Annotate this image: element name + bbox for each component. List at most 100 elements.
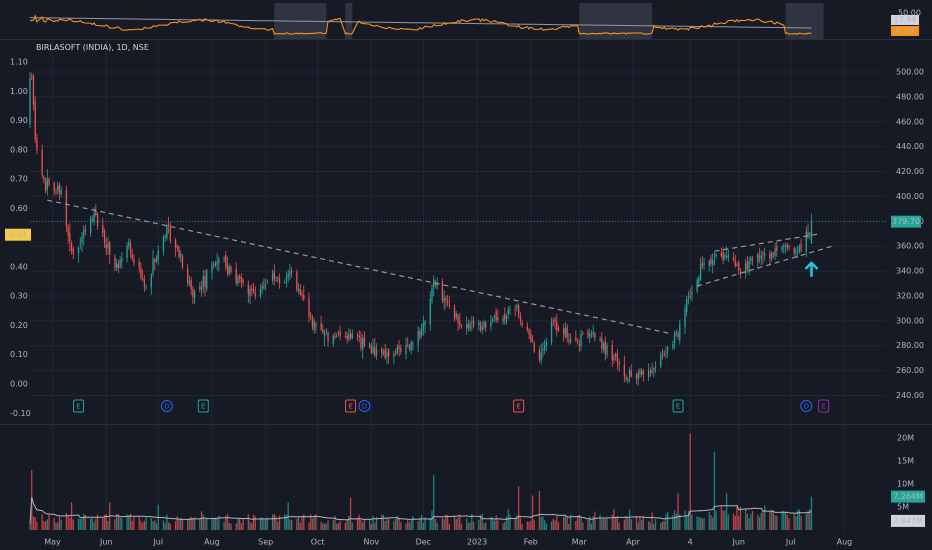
candle-body xyxy=(526,326,528,330)
candle-body xyxy=(315,323,317,327)
candle-body xyxy=(310,315,312,317)
volume-bar xyxy=(420,514,423,530)
candle-body xyxy=(164,236,166,238)
current-volume-label: 7.264M xyxy=(893,492,923,501)
candle-body xyxy=(96,214,99,226)
candle-body xyxy=(769,252,771,259)
candle-body xyxy=(57,185,59,191)
volume-bar xyxy=(786,514,788,530)
volume-bar xyxy=(589,516,591,530)
candle-body xyxy=(162,236,165,252)
volume-bar xyxy=(764,505,766,530)
candle-body xyxy=(53,182,55,191)
volume-bar xyxy=(810,496,813,530)
candle-body xyxy=(471,322,473,324)
volume-bar xyxy=(748,518,750,530)
volume-bar xyxy=(334,515,336,530)
candle-body xyxy=(226,264,229,274)
volume-bar xyxy=(145,517,147,530)
volume-bar xyxy=(599,514,601,530)
candle-body xyxy=(242,280,244,283)
candle-body xyxy=(323,332,326,337)
volume-bar xyxy=(322,523,324,530)
volume-bar xyxy=(167,522,170,530)
volume-bar xyxy=(649,522,651,530)
candle-body xyxy=(725,256,728,258)
volume-bar xyxy=(433,474,435,530)
candle-body xyxy=(521,323,523,326)
price-tick-label: 340.00 xyxy=(896,267,924,276)
candle-body xyxy=(193,291,196,299)
candle-body xyxy=(490,322,492,327)
volume-bar xyxy=(107,520,109,530)
volume-bar xyxy=(251,523,253,530)
volume-bar xyxy=(758,517,761,530)
volume-bar xyxy=(564,516,567,530)
candle-body xyxy=(157,250,159,260)
candle-body xyxy=(784,245,787,247)
volume-bar xyxy=(703,517,705,530)
candle-body xyxy=(206,270,208,289)
volume-bar xyxy=(639,516,641,530)
candle-body xyxy=(121,257,123,262)
candle-body xyxy=(760,255,762,260)
price-tick-label: 240.00 xyxy=(896,391,924,400)
candle-body xyxy=(133,259,135,264)
volume-bar xyxy=(374,522,376,530)
volume-bar xyxy=(783,511,785,530)
candle-body xyxy=(370,345,373,353)
candle-body xyxy=(225,254,227,269)
volume-bar xyxy=(734,515,736,530)
candle-body xyxy=(187,268,189,283)
volume-bar xyxy=(642,515,645,530)
volume-bar xyxy=(117,514,120,530)
volume-bar xyxy=(180,518,182,530)
volume-bar xyxy=(375,516,378,530)
candle-body xyxy=(180,254,182,257)
left-axis-tick-label: 0.30 xyxy=(10,292,28,301)
volume-bar xyxy=(431,510,433,530)
event-marker-E: E xyxy=(818,399,830,413)
candle-body xyxy=(557,327,560,331)
candle-body xyxy=(514,308,516,310)
volume-bar xyxy=(320,521,322,530)
volume-bar xyxy=(604,519,606,530)
volume-bar xyxy=(393,521,395,530)
volume-bar xyxy=(744,509,747,530)
volume-bar xyxy=(400,522,402,530)
volume-bar xyxy=(370,523,373,530)
volume-bar xyxy=(528,521,530,530)
volume-bar xyxy=(457,517,459,530)
candle-body xyxy=(140,267,142,278)
candle-body xyxy=(686,298,688,313)
volume-tick-label: 20M xyxy=(897,434,914,443)
candle-body xyxy=(152,258,154,274)
volume-bar xyxy=(712,517,714,530)
candle-body xyxy=(200,286,203,290)
volume-bar xyxy=(485,522,487,530)
volume-bar xyxy=(213,518,215,530)
candle-body xyxy=(91,219,94,221)
candle-body xyxy=(738,262,740,271)
candle-body xyxy=(687,296,690,298)
left-axis-tick-label: -0.10 xyxy=(10,409,31,418)
event-marker-D: D xyxy=(358,400,371,412)
volume-bar xyxy=(492,517,494,530)
candle-body xyxy=(661,354,664,356)
candle-body xyxy=(237,276,239,284)
candle-body xyxy=(642,371,645,375)
volume-bar xyxy=(301,516,303,530)
volume-bar xyxy=(776,515,778,530)
event-marker-letter: E xyxy=(201,403,205,411)
volume-bar xyxy=(169,523,172,530)
volume-bar xyxy=(727,514,729,530)
candle-body xyxy=(684,308,686,328)
candle-body xyxy=(239,276,241,279)
candle-body xyxy=(84,228,87,232)
volume-bar xyxy=(311,518,314,530)
price-tick-label: 440.00 xyxy=(896,142,924,151)
candle-body xyxy=(758,255,761,258)
candle-body xyxy=(372,346,374,353)
volume-bar xyxy=(91,518,94,530)
current-price-label: 379.70 xyxy=(892,217,920,226)
